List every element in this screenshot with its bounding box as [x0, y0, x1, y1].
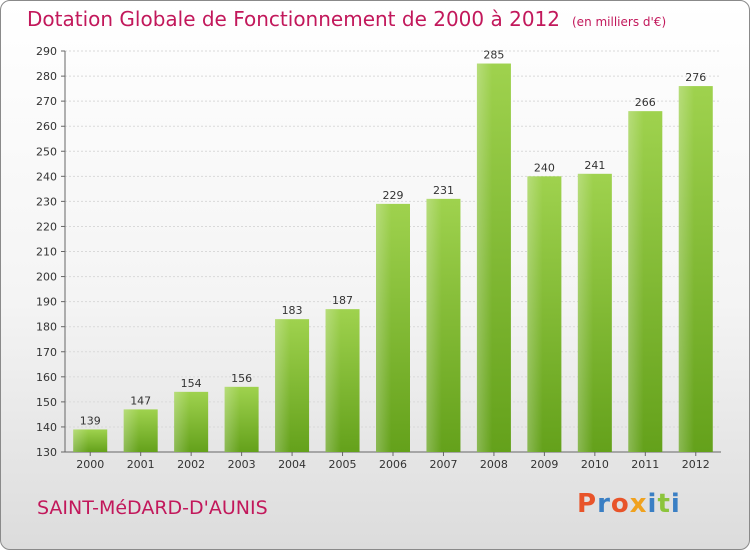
x-tick-label: 2003 [228, 458, 256, 471]
bar-highlight [275, 319, 291, 452]
y-tick-label: 230 [36, 195, 57, 208]
data-label: 183 [282, 304, 303, 317]
bar-highlight [426, 198, 442, 452]
bar-highlight [476, 63, 493, 452]
x-tick-label: 2004 [278, 458, 306, 471]
y-tick-label: 210 [36, 246, 57, 259]
data-label: 276 [685, 71, 706, 84]
y-tick-label: 240 [36, 170, 57, 183]
data-label: 266 [635, 96, 656, 109]
logo-letter: i [670, 489, 681, 519]
data-label: 147 [130, 394, 151, 407]
y-tick-label: 200 [36, 271, 57, 284]
y-tick-label: 260 [36, 120, 57, 133]
logo-letter: t [657, 489, 671, 519]
data-label: 139 [80, 414, 101, 427]
commune-name: SAINT-MéDARD-D'AUNIS [37, 497, 268, 519]
x-tick-label: 2005 [329, 458, 357, 471]
y-tick-label: 180 [36, 321, 57, 334]
bar-highlight [376, 203, 392, 452]
data-label: 241 [584, 159, 605, 172]
x-tick-label: 2012 [682, 458, 710, 471]
bar-highlight [628, 111, 644, 453]
bar-highlight [174, 391, 190, 452]
x-tick-label: 2009 [530, 458, 558, 471]
data-label: 240 [534, 161, 555, 174]
data-label: 187 [332, 294, 353, 307]
chart-title: Dotation Globale de Fonctionnement de 20… [27, 7, 666, 31]
bar-highlight [325, 309, 341, 452]
y-tick-label: 140 [36, 421, 57, 434]
logo-letter: r [597, 489, 611, 519]
x-tick-label: 2008 [480, 458, 508, 471]
logo-letter: i [647, 489, 658, 519]
y-tick-label: 250 [36, 145, 57, 158]
data-label: 231 [433, 184, 454, 197]
y-tick-label: 150 [36, 396, 57, 409]
x-tick-label: 2011 [631, 458, 659, 471]
chart-title-text: Dotation Globale de Fonctionnement de 20… [27, 7, 560, 31]
unit-label: (en milliers d'€) [572, 15, 667, 29]
bar-highlight [123, 409, 139, 452]
y-axis-tick-labels: 130 140 150 160 170 180 190 200 210 220 230 240 250 2… [36, 45, 57, 459]
x-tick-label: 2007 [429, 458, 457, 471]
data-label: 229 [383, 189, 404, 202]
y-tick-label: 170 [36, 346, 57, 359]
x-axis-tick-labels: 2000 2001 2002 2003 2004 2005 2006 2007 2008 2009… [76, 458, 710, 471]
proxiti-logo: Proxiti [577, 489, 681, 519]
y-tick-label: 270 [36, 95, 57, 108]
y-tick-label: 160 [36, 371, 57, 384]
x-tick-label: 2002 [177, 458, 205, 471]
y-tick-label: 190 [36, 296, 57, 309]
data-labels: 139 147 154 156 183 187 229 231 285 240 241 266 276 [80, 49, 707, 428]
data-label: 154 [181, 377, 202, 390]
data-label: 285 [483, 49, 504, 62]
logo-letter: o [610, 489, 630, 519]
logo-letter: x [629, 489, 648, 519]
y-tick-label: 280 [36, 70, 57, 83]
data-label: 156 [231, 372, 252, 385]
x-tick-label: 2006 [379, 458, 407, 471]
y-tick-label: 130 [36, 446, 57, 459]
x-tick-label: 2001 [127, 458, 155, 471]
x-tick-label: 2000 [76, 458, 104, 471]
y-tick-label: 290 [36, 45, 57, 58]
logo-letter: P [577, 489, 598, 519]
y-tick-label: 220 [36, 220, 57, 233]
bar-highlight [527, 176, 543, 452]
bar-highlight [224, 386, 240, 452]
bar-highlight [73, 429, 89, 452]
bars [73, 63, 713, 453]
bar-highlight [678, 86, 695, 453]
bar-highlight [577, 173, 594, 452]
x-tick-label: 2010 [581, 458, 609, 471]
